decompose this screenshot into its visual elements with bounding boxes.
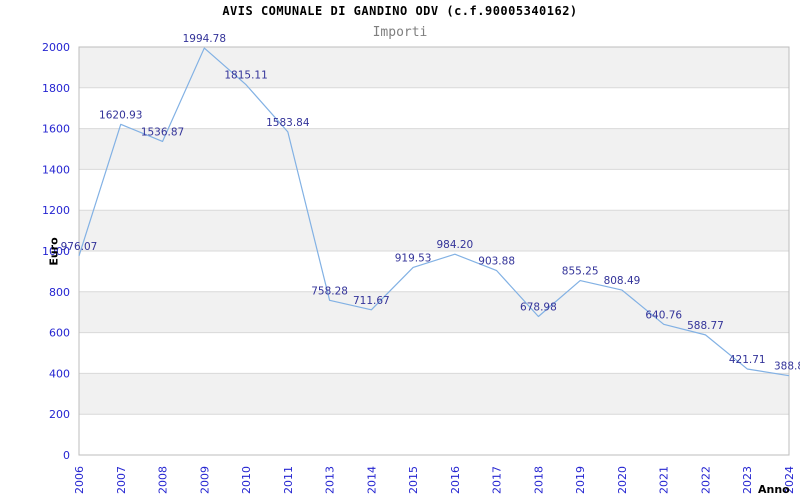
- x-tick-label: 2024: [783, 466, 796, 494]
- x-tick-label: 2021: [658, 466, 671, 494]
- grid-band: [79, 291, 789, 333]
- x-tick-label: 2016: [449, 466, 462, 494]
- y-tick-label: 1800: [42, 82, 70, 95]
- data-point-label: 678.98: [520, 301, 557, 313]
- grid-band: [79, 128, 789, 170]
- data-point-label: 421.71: [729, 354, 766, 366]
- data-point-label: 1583.84: [266, 117, 310, 129]
- data-point-label: 1620.93: [99, 109, 142, 121]
- y-tick-label: 1200: [42, 204, 70, 217]
- y-tick-label: 600: [49, 327, 70, 340]
- x-tick-label: 2011: [282, 466, 295, 494]
- plot-border: [78, 46, 790, 456]
- grid-band: [79, 210, 789, 251]
- chart-title: AVIS COMUNALE DI GANDINO ODV (c.f.900053…: [222, 4, 578, 18]
- y-tick-label: 2000: [42, 41, 70, 54]
- x-tick-label: 2020: [616, 466, 629, 494]
- grid-band: [79, 169, 789, 211]
- x-tick-label: 2013: [324, 466, 337, 494]
- data-point-label: 1536.87: [141, 126, 184, 138]
- grid-band: [79, 332, 789, 374]
- y-tick-label: 1600: [42, 123, 70, 136]
- data-point-label: 640.76: [645, 309, 682, 321]
- grid-band: [79, 414, 789, 455]
- data-point-label: 588.77: [687, 320, 724, 332]
- x-axis-title: Anno: [758, 483, 790, 496]
- data-series-line: [78, 47, 790, 377]
- x-tick-label: 2018: [532, 466, 545, 494]
- y-tick-label: 400: [49, 367, 70, 380]
- x-tick-label: 2015: [407, 466, 420, 494]
- y-tick-label: 800: [49, 286, 70, 299]
- x-tick-label: 2010: [240, 466, 253, 494]
- x-tick-label: 2007: [115, 466, 128, 494]
- y-tick-label: 1400: [42, 163, 70, 176]
- x-tick-label: 2014: [365, 466, 378, 494]
- data-point-label: 855.25: [562, 266, 599, 278]
- y-tick-label: 200: [49, 408, 70, 421]
- y-tick-label: 0: [63, 449, 70, 462]
- grid-band: [79, 251, 789, 292]
- y-axis-title: Euro: [47, 237, 61, 266]
- grid-band: [79, 87, 789, 129]
- data-point-label: 976.07: [61, 241, 98, 253]
- grid-band: [79, 47, 789, 88]
- x-tick-label: 2017: [491, 466, 504, 494]
- x-tick-label: 2009: [198, 466, 211, 494]
- data-point-label: 808.49: [604, 275, 641, 287]
- data-point-label: 1815.11: [224, 70, 267, 82]
- x-tick-label: 2022: [699, 466, 712, 494]
- chart-subtitle: Importi: [372, 25, 428, 40]
- data-point-label: 919.53: [395, 252, 432, 264]
- data-point-label: 711.67: [353, 295, 390, 307]
- data-point-label: 903.88: [478, 256, 515, 268]
- y-tick-label: 1000: [42, 245, 70, 258]
- data-point-label: 984.20: [437, 239, 474, 251]
- x-tick-label: 2023: [741, 466, 754, 494]
- x-tick-label: 2006: [73, 466, 86, 494]
- grid-band: [79, 373, 789, 415]
- x-tick-label: 2019: [574, 466, 587, 494]
- data-point-label: 1994.78: [183, 33, 226, 45]
- data-point-label: 388.8: [774, 361, 800, 373]
- x-tick-label: 2008: [157, 466, 170, 494]
- data-point-label: 758.28: [311, 285, 348, 297]
